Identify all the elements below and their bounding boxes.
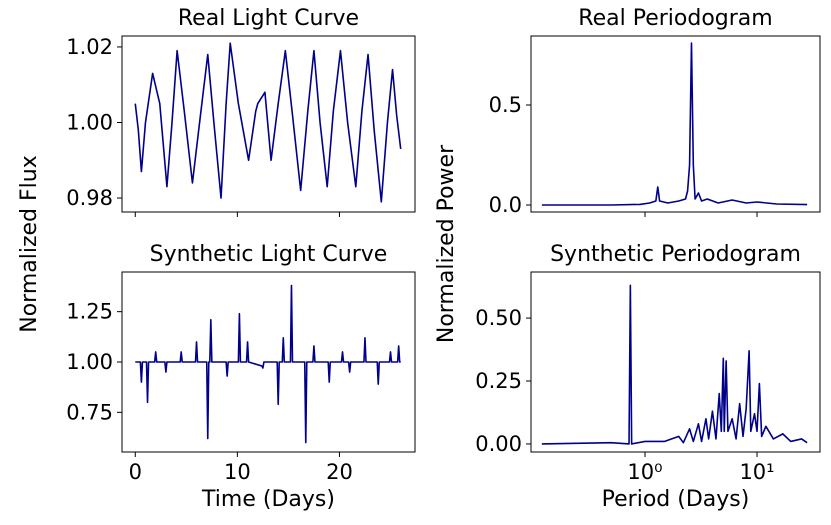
subplot-title: Synthetic Light Curve [150, 242, 388, 267]
subplot-title: Real Light Curve [178, 6, 359, 31]
y-tick-label: 1.02 [66, 35, 113, 59]
line [541, 284, 808, 445]
line [135, 284, 401, 444]
x-axis-label: Time (Days) [201, 487, 335, 512]
y-tick-label: 0.25 [475, 369, 522, 393]
axes-frame [121, 271, 416, 453]
x-tick-label: 10⁰ [627, 460, 662, 484]
y-tick-label: 0.5 [489, 93, 522, 117]
y-tick-label: 0.50 [475, 306, 522, 330]
axes-frame [530, 271, 821, 453]
y-tick-label: 0.00 [475, 432, 522, 456]
y-axis-label: Normalized Power [434, 144, 459, 343]
x-tick-label: 10¹ [739, 460, 774, 484]
x-tick-label: 0 [129, 460, 142, 484]
y-tick-label: 0.75 [66, 400, 113, 424]
x-axis-label: Period (Days) [602, 487, 750, 512]
axes-frame [530, 35, 821, 213]
axes-frame [121, 35, 416, 213]
y-tick-label: 1.25 [66, 300, 113, 324]
x-tick-label: 20 [326, 460, 353, 484]
line [134, 42, 402, 203]
subplot-title: Real Periodogram [578, 6, 772, 31]
y-tick-label: 0.98 [66, 186, 113, 210]
y-tick-label: 1.00 [66, 110, 113, 134]
y-tick-label: 0.0 [489, 193, 522, 217]
x-tick-label: 10 [224, 460, 251, 484]
y-tick-label: 1.00 [66, 350, 113, 374]
subplot-title: Synthetic Periodogram [550, 242, 801, 267]
y-axis-label: Normalized Flux [17, 155, 42, 332]
line [541, 42, 808, 206]
